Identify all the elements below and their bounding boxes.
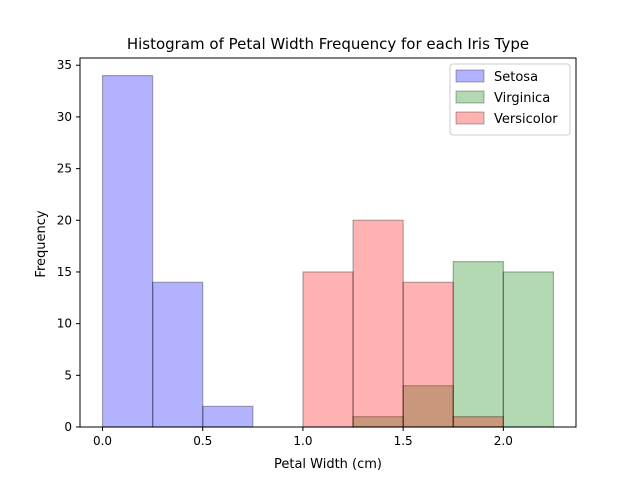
y-axis-label: Frequency bbox=[34, 210, 49, 277]
axes-group: 0.0 0.5 1.0 1.5 2.0 0 5 10 15 20 25 30 35 bbox=[57, 57, 577, 448]
legend-box bbox=[449, 63, 571, 136]
y-tick-label: 35 bbox=[57, 58, 72, 72]
legend-label-virginica: Virginica bbox=[494, 91, 550, 106]
bar-versicolor-bin-7 bbox=[452, 416, 504, 428]
y-tick-label: 30 bbox=[57, 110, 72, 124]
bar-setosa-bin-2 bbox=[202, 405, 254, 428]
x-axis-label: Petal Width (cm) bbox=[274, 457, 382, 472]
bar-virginica-bin-7 bbox=[452, 261, 504, 428]
y-tick-label: 15 bbox=[57, 265, 72, 279]
bar-versicolor-bin-5 bbox=[352, 219, 404, 428]
plot-frame bbox=[79, 57, 577, 428]
y-tick-label: 25 bbox=[57, 162, 72, 176]
x-tick-label: 1.5 bbox=[394, 434, 413, 448]
legend-swatch-setosa bbox=[455, 69, 485, 83]
legend-label-versicolor: Versicolor bbox=[494, 112, 558, 127]
y-tick-label: 10 bbox=[57, 317, 72, 331]
chart-title: Histogram of Petal Width Frequency for e… bbox=[127, 35, 529, 53]
bar-setosa-bin-0 bbox=[101, 74, 154, 428]
legend-swatch-virginica bbox=[455, 90, 485, 104]
x-tick-label: 2.0 bbox=[494, 434, 513, 448]
legend-swatch-versicolor bbox=[455, 111, 485, 125]
x-tick-label: 0.5 bbox=[193, 434, 212, 448]
bar-versicolor-bin-4 bbox=[302, 271, 354, 428]
bar-setosa-bin-1 bbox=[152, 281, 204, 428]
bar-versicolor-bin-6 bbox=[402, 281, 454, 428]
y-tick-label: 5 bbox=[64, 368, 72, 382]
bar-virginica-bin-8 bbox=[502, 271, 555, 428]
x-tick-label: 0.0 bbox=[93, 434, 112, 448]
y-tick-label: 0 bbox=[64, 420, 72, 434]
bar-virginica-bin-6 bbox=[402, 385, 454, 428]
y-tick-label: 20 bbox=[57, 213, 72, 227]
x-tick-label: 1.0 bbox=[293, 434, 312, 448]
legend: Setosa Virginica Versicolor bbox=[449, 63, 571, 136]
legend-label-setosa: Setosa bbox=[494, 70, 538, 85]
bars-group bbox=[101, 74, 555, 428]
